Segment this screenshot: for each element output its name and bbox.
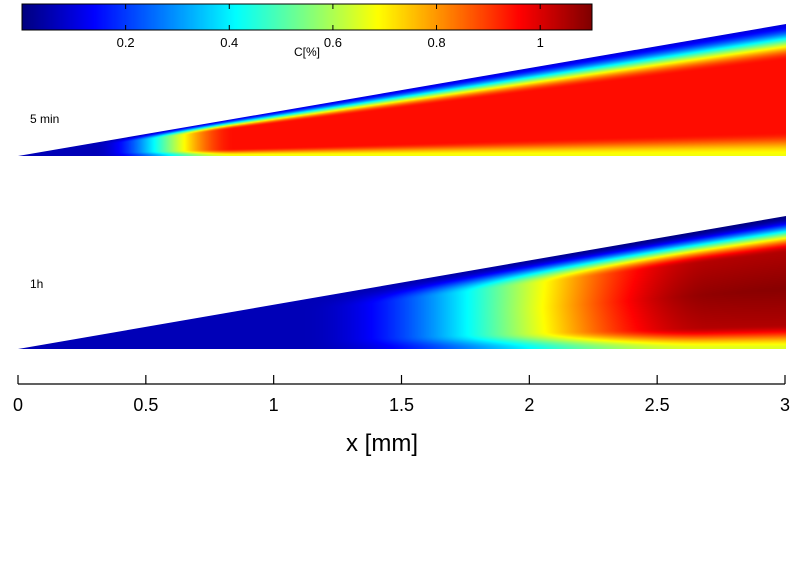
colorbar-label: C[%] (294, 45, 320, 59)
colorbar-tick-label: 1 (537, 35, 544, 50)
colorbar-frame (21, 3, 593, 31)
colorbar-tick-label: 0.6 (324, 35, 342, 50)
colorbar-ticks: 0.2 0.4 0.6 0.8 1 (117, 4, 544, 50)
x-tick-label: 0 (13, 395, 23, 415)
heatmap-1h (18, 216, 786, 349)
x-tick-label: 3 (780, 395, 790, 415)
x-tick-label: 2.5 (645, 395, 670, 415)
x-tick-label: 1.5 (389, 395, 414, 415)
panel-1h: 1h (18, 216, 786, 349)
x-tick-label: 0.5 (133, 395, 158, 415)
colorbar-tick-label: 0.4 (220, 35, 238, 50)
colorbar-tick-label: 0.2 (117, 35, 135, 50)
panel-label-5-min: 5 min (30, 112, 59, 126)
x-axis-label: x [mm] (346, 430, 418, 457)
x-tick-label: 2 (524, 395, 534, 415)
colorbar-gradient (22, 4, 592, 30)
colorbar-tick-label: 0.8 (428, 35, 446, 50)
x-ticks: 0 0.5 1 1.5 2 2.5 3 (13, 375, 790, 415)
colorbar: 0.2 0.4 0.6 0.8 1 C[%] (21, 3, 593, 59)
panel-label-1h: 1h (30, 277, 43, 291)
x-tick-label: 1 (269, 395, 279, 415)
x-axis: 0 0.5 1 1.5 2 2.5 3 x [mm] (13, 375, 790, 457)
